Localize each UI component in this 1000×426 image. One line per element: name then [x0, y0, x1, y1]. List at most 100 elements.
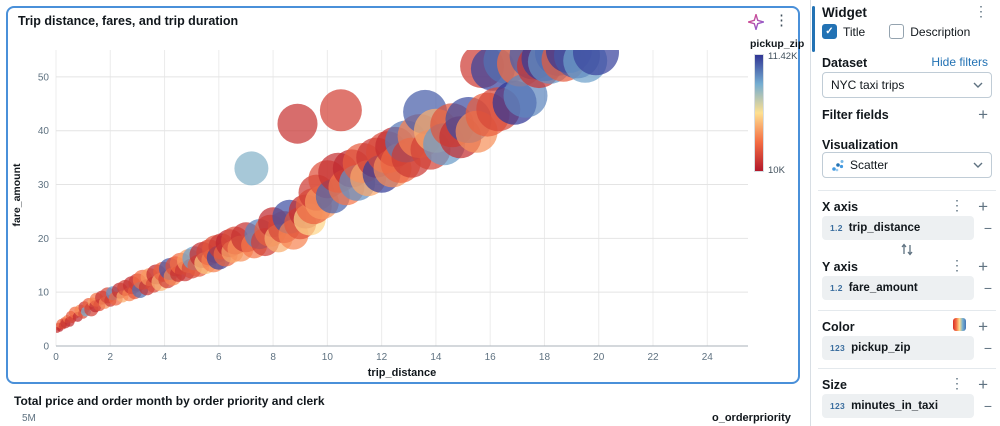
check-icon: ✓ [825, 25, 834, 37]
y-tick-label: 50 [38, 72, 50, 83]
scatter-point [573, 50, 619, 76]
y-tick-label: 10 [38, 288, 50, 299]
color-add-icon[interactable]: + [978, 317, 988, 336]
x-axis-menu-icon[interactable]: ⋮ [950, 197, 964, 213]
add-filter-field-icon[interactable]: + [978, 105, 988, 124]
integer-type-icon: 123 [830, 401, 846, 411]
title-checkbox[interactable]: ✓ [822, 24, 837, 39]
dataset-select[interactable]: NYC taxi trips [822, 72, 992, 98]
x-axis-field-pill[interactable]: 1.2 trip_distance [822, 216, 974, 240]
bottom-widget[interactable]: Total price and order month by order pri… [6, 390, 800, 426]
section-divider [818, 190, 996, 191]
y-axis-title: fare_amount [11, 163, 23, 227]
chevron-down-icon [973, 162, 983, 168]
sparkle-svg [746, 12, 766, 32]
scatter-point [234, 151, 269, 186]
size-remove-icon[interactable]: − [983, 398, 992, 414]
color-legend: pickup_zip 11.42K 10K [748, 38, 805, 188]
x-axis-title: trip_distance [368, 367, 436, 379]
scatter-point [319, 89, 362, 132]
legend-title: pickup_zip [750, 38, 805, 50]
color-header-row: Color + [822, 317, 994, 336]
color-field-name: pickup_zip [851, 342, 911, 354]
swap-axes-svg [901, 243, 913, 256]
x-tick-label: 6 [216, 352, 222, 363]
x-axis-add-icon[interactable]: + [978, 197, 988, 216]
x-tick-label: 10 [322, 352, 334, 363]
dataset-label: Dataset [822, 56, 868, 70]
color-scheme-icon[interactable] [953, 318, 966, 331]
widget-header: Widget [822, 5, 867, 20]
x-tick-label: 20 [593, 352, 605, 363]
x-axis-field-name: trip_distance [848, 222, 921, 234]
scatter-viz-icon [832, 159, 844, 171]
chart-title: Trip distance, fares, and trip duration [18, 14, 239, 28]
color-label: Color [822, 320, 855, 334]
size-add-icon[interactable]: + [978, 375, 988, 394]
x-tick-label: 0 [53, 352, 59, 363]
y-axis-label: Y axis [822, 260, 858, 274]
widget-config-panel: Widget ⋮ ✓ Title Description Dataset Hid… [818, 0, 1000, 426]
bottom-widget-y-tick: 5M [22, 413, 36, 424]
x-axis-header-row: X axis ⋮ + [822, 197, 994, 216]
y-tick-label: 40 [38, 126, 50, 137]
size-menu-icon[interactable]: ⋮ [950, 375, 964, 391]
y-axis-field-pill[interactable]: 1.2 fare_amount [822, 276, 974, 300]
chart-menu-icon[interactable]: ⋮ [774, 12, 789, 29]
x-axis-remove-icon[interactable]: − [983, 220, 992, 236]
y-tick-label: 0 [43, 342, 49, 353]
color-remove-icon[interactable]: − [983, 340, 992, 356]
size-header-row: Size ⋮ + [822, 375, 994, 394]
visualization-select[interactable]: Scatter [822, 152, 992, 178]
y-axis-menu-icon[interactable]: ⋮ [950, 257, 964, 273]
color-field-pill[interactable]: 123 pickup_zip [822, 336, 974, 360]
bottom-widget-legend-title: o_orderpriority [712, 412, 791, 424]
x-tick-label: 24 [702, 352, 714, 363]
scatter-points [56, 50, 619, 333]
x-tick-label: 4 [162, 352, 168, 363]
x-axis-label: X axis [822, 200, 859, 214]
chart-widget-card[interactable]: Trip distance, fares, and trip duration … [6, 6, 805, 384]
panel-scrollbar[interactable] [812, 6, 815, 52]
x-tick-label: 16 [485, 352, 497, 363]
legend-min-label: 10K [768, 165, 785, 176]
dataset-select-value: NYC taxi trips [831, 78, 905, 92]
filter-fields-row: Filter fields + [822, 105, 994, 124]
size-field-name: minutes_in_taxi [851, 400, 939, 412]
assistant-sparkle-icon[interactable] [746, 12, 766, 32]
size-label: Size [822, 378, 848, 392]
y-tick-label: 20 [38, 234, 50, 245]
size-field-pill[interactable]: 123 minutes_in_taxi [822, 394, 974, 418]
widget-menu-icon[interactable]: ⋮ [974, 3, 988, 19]
y-axis-remove-icon[interactable]: − [983, 280, 992, 296]
hide-filters-link[interactable]: Hide filters [931, 55, 988, 69]
decimal-type-icon: 1.2 [830, 283, 843, 293]
scatter-plot[interactable]: 0 2 4 6 8 10 12 14 16 18 20 22 2401020304050trip_dis… [8, 46, 753, 384]
dataset-row: Dataset Hide filters [822, 54, 994, 72]
scatter-point [277, 103, 318, 144]
filter-fields-label: Filter fields [822, 108, 889, 122]
title-checkbox-label: Title [843, 24, 866, 39]
visualization-select-value: Scatter [850, 158, 889, 172]
x-tick-label: 22 [647, 352, 659, 363]
bottom-widget-title: Total price and order month by order pri… [14, 394, 325, 408]
x-tick-label: 8 [270, 352, 276, 363]
x-tick-label: 2 [107, 352, 113, 363]
legend-max-label: 11.42K [768, 51, 798, 62]
swap-axes-icon[interactable] [900, 243, 914, 261]
description-checkbox-label: Description [910, 24, 971, 39]
y-tick-label: 30 [38, 180, 50, 191]
section-divider [818, 310, 996, 311]
description-checkbox[interactable] [889, 24, 905, 39]
visualization-label: Visualization [822, 138, 899, 152]
y-axis-header-row: Y axis ⋮ + [822, 257, 994, 276]
y-axis-add-icon[interactable]: + [978, 257, 988, 276]
panel-divider [810, 0, 811, 426]
x-tick-label: 18 [539, 352, 551, 363]
y-axis-field-name: fare_amount [848, 282, 918, 294]
color-gradient-bar [754, 54, 764, 172]
chevron-down-icon [973, 82, 983, 88]
decimal-type-icon: 1.2 [830, 223, 843, 233]
visualization-row: Visualization [822, 136, 994, 154]
